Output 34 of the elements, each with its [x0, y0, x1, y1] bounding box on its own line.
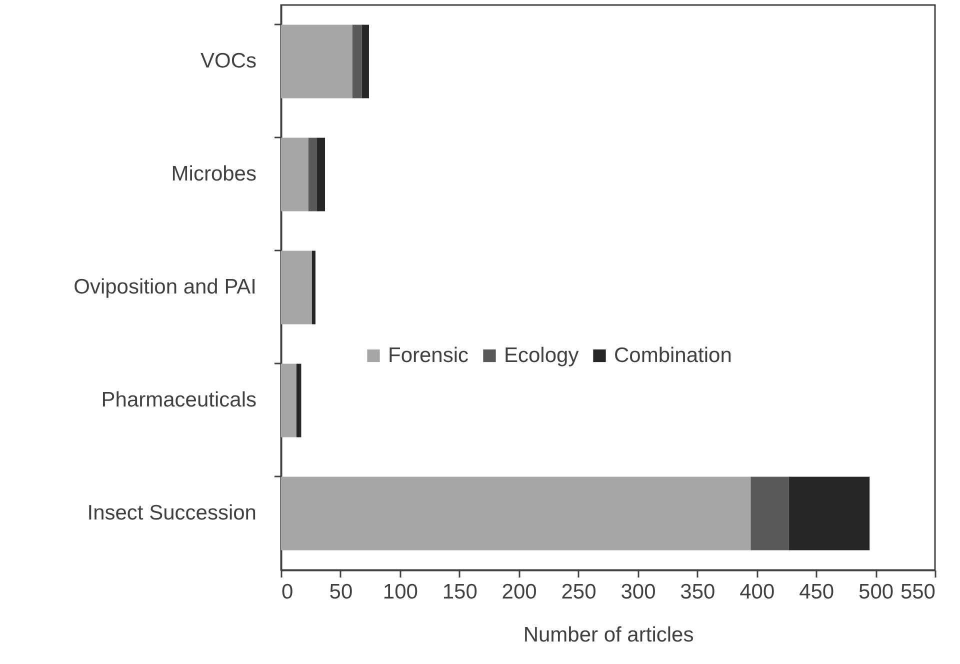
bar	[281, 476, 751, 550]
bar	[362, 24, 369, 98]
x-tick-label: 0	[282, 580, 294, 604]
bar	[312, 250, 316, 324]
y-tick-label: Insect Succession	[87, 502, 256, 524]
x-axis-title: Number of articles	[523, 624, 694, 646]
y-tick-label: Microbes	[171, 162, 256, 186]
x-tick-label: 400	[740, 580, 775, 604]
x-tick-label: 100	[382, 580, 418, 604]
bar	[281, 250, 312, 324]
bar	[308, 138, 317, 212]
x-tick-label: 150	[442, 580, 478, 604]
x-tick-label: 250	[561, 580, 596, 604]
bar	[316, 138, 325, 212]
x-tick-label: 500	[858, 580, 894, 604]
bar	[296, 364, 302, 438]
legend-label: Forensic	[388, 344, 469, 367]
x-tick-label: 300	[620, 580, 656, 604]
bar	[750, 476, 789, 550]
bar	[281, 24, 352, 98]
x-tick-label: 50	[329, 580, 353, 604]
bar	[788, 476, 870, 550]
bar	[281, 138, 308, 212]
x-tick-label: 550	[900, 580, 936, 604]
x-tick-label: 200	[502, 580, 537, 604]
y-tick-label: Oviposition and PAI	[74, 276, 256, 298]
legend-label: Combination	[614, 344, 732, 367]
legend-label: Ecology	[504, 344, 580, 367]
y-tick-label: Pharmaceuticals	[101, 388, 256, 412]
y-tick-label: VOCs	[200, 50, 256, 72]
x-tick-label: 350	[680, 580, 716, 604]
bar	[352, 24, 362, 98]
x-tick-label: 450	[799, 580, 834, 604]
bar	[281, 364, 296, 438]
